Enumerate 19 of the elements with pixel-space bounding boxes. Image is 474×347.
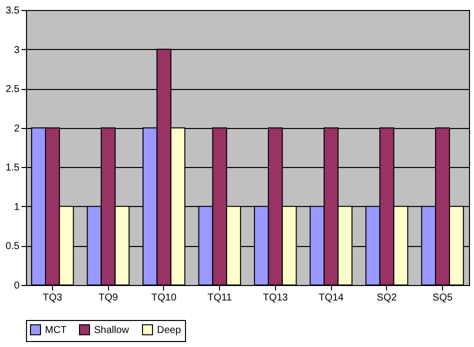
y-tick-label: 1.5 — [6, 162, 20, 174]
x-tick-label: TQ9 — [98, 292, 118, 304]
legend-label: Shallow — [94, 324, 130, 336]
y-tick-label: 3 — [14, 44, 20, 56]
y-tick-label: 0.5 — [6, 241, 20, 252]
y-tick-label: 2 — [14, 123, 20, 134]
x-tick-label: TQ14 — [318, 292, 344, 304]
x-tick-label: TQ13 — [262, 292, 288, 304]
y-tick-label: 3.5 — [6, 6, 20, 16]
x-tick-label: TQ10 — [151, 292, 177, 304]
x-tick-label: SQ5 — [432, 292, 453, 304]
x-tick-label: TQ11 — [208, 292, 232, 304]
y-tick-label: 2.5 — [6, 84, 20, 96]
legend-label: MCT — [45, 324, 67, 336]
x-tick-label: SQ2 — [376, 292, 398, 304]
x-tick-label: TQ3 — [42, 292, 63, 304]
legend-label: Deep — [157, 324, 182, 336]
y-tick-label: 0 — [14, 280, 20, 292]
y-tick-label: 1 — [14, 202, 20, 213]
